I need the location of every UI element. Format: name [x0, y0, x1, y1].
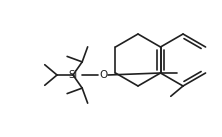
Text: Si: Si: [68, 70, 77, 80]
Text: O: O: [99, 70, 107, 80]
